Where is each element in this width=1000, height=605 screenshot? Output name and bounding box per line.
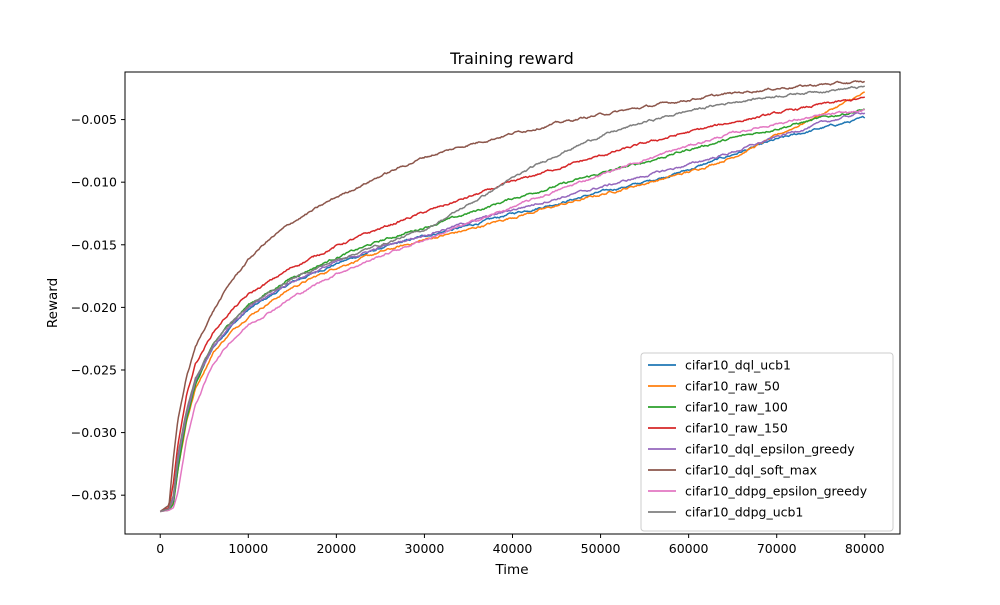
series-line-cifar10_dql_epsilon_greedy — [160, 111, 866, 513]
x-tick-label: 60000 — [669, 541, 709, 556]
legend-entry: cifar10_dql_ucb1 — [685, 358, 791, 373]
legend-entry: cifar10_raw_50 — [685, 379, 780, 394]
series-line-cifar10_dql_soft_max — [159, 80, 865, 513]
series-layer — [159, 80, 866, 513]
x-tick-label: 10000 — [228, 541, 268, 556]
y-axis: −0.035 −0.030 −0.025 −0.020 −0.015 −0.010 −0.0… — [71, 112, 125, 503]
x-tick-label: 40000 — [493, 541, 533, 556]
legend-entry: cifar10_ddpg_epsilon_greedy — [685, 484, 868, 499]
legend-box — [640, 352, 894, 532]
y-tick-label: −0.035 — [71, 488, 117, 503]
x-tick-label: 20000 — [316, 541, 356, 556]
y-tick-label: −0.020 — [71, 300, 117, 315]
legend-entry: cifar10_raw_100 — [685, 400, 788, 415]
y-tick-label: −0.005 — [71, 112, 117, 127]
y-tick-label: −0.010 — [71, 175, 117, 190]
legend-entry: cifar10_raw_150 — [685, 421, 788, 436]
legend-entry: cifar10_ddpg_ucb1 — [685, 505, 803, 520]
series-line-cifar10_ddpg_epsilon_greedy — [160, 108, 865, 513]
y-axis-label: Reward — [45, 278, 61, 328]
legend-entry: cifar10_dql_epsilon_greedy — [685, 442, 855, 457]
y-tick-label: −0.025 — [71, 362, 117, 377]
x-axis-label: Time — [494, 562, 528, 578]
series-line-cifar10_raw_50 — [160, 91, 865, 513]
x-tick-label: 0 — [156, 541, 164, 556]
y-tick-label: −0.015 — [71, 237, 117, 252]
x-tick-label: 30000 — [405, 541, 445, 556]
x-tick-label: 80000 — [845, 541, 885, 556]
series-line-cifar10_ddpg_ucb1 — [160, 85, 866, 513]
x-tick-label: 50000 — [581, 541, 621, 556]
legend-entry: cifar10_dql_soft_max — [685, 463, 817, 478]
series-line-cifar10_raw_100 — [160, 108, 866, 513]
legend: cifar10_dql_ucb1 cifar10_raw_50 cifar10_ra… — [640, 352, 894, 532]
chart-title: Training reward — [449, 49, 574, 68]
x-axis: 0 10000 20000 30000 40000 50000 60000 70000 8000… — [156, 534, 885, 556]
x-tick-label: 70000 — [757, 541, 797, 556]
y-tick-label: −0.030 — [71, 425, 117, 440]
series-line-cifar10_raw_150 — [159, 96, 865, 513]
